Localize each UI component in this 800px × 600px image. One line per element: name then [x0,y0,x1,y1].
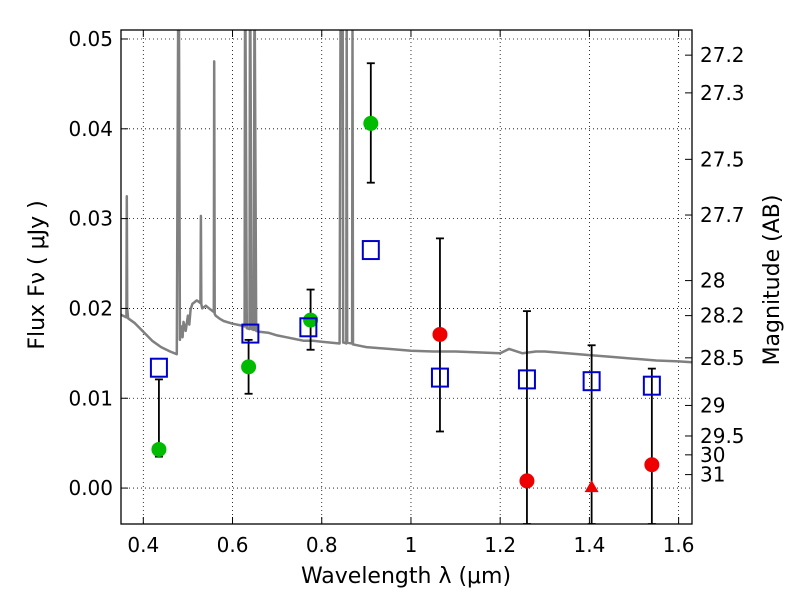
y2-tick-label: 28 [700,269,725,293]
x-tick-label: 1.6 [663,533,695,557]
model-flux-square [582,371,601,392]
y-tick-label: 0.01 [68,386,113,410]
y2-tick-label: 28.2 [700,304,745,328]
data-point [241,359,257,375]
x-tick-label: 1.4 [573,533,605,557]
y2-tick-label: 30 [700,443,725,467]
y2-tick-label: 27.5 [700,147,745,171]
upper-limit-marker [584,480,599,493]
x-tick-label: 0.6 [217,533,249,557]
y2-tick-label: 27.3 [700,81,745,105]
y2-tick-label: 27.2 [700,43,745,67]
data-point [363,115,379,131]
axes: 0.4 0.6 0.8 1 1.2 1.4 1.6 0.00 0.01 0.02 0.03 0.04 0… [68,27,744,557]
y2-tick-label: 29 [700,393,725,417]
y2-tick-label: 29.5 [700,424,745,448]
model-spectrum-line [121,30,692,364]
data-point [303,312,319,328]
model-flux-square [361,240,380,261]
y-tick-label: 0.02 [68,296,113,320]
plot-frame [120,29,693,525]
y-tick-label: 0.03 [68,207,113,231]
model-flux-square [149,357,168,378]
model-flux-square [642,375,661,396]
x-tick-label: 0.8 [306,533,338,557]
data-point [519,473,535,489]
model-flux-square [517,369,536,390]
x-axis-label: Wavelength λ (μm) [301,564,511,589]
y-tick-label: 0.04 [68,117,113,141]
data-point [432,326,448,342]
y-tick-label: 0.05 [68,27,113,51]
data-point [151,441,167,457]
y2-tick-label: 31 [700,463,725,487]
data-point [644,457,660,473]
model-flux-square [241,323,260,344]
plot-area [121,30,692,524]
y-axis-label: Flux Fν ( μJy ) [25,200,50,349]
x-tick-label: 0.4 [127,533,159,557]
y2-axis-label: Magnitude (AB) [760,195,785,366]
model-flux-square [430,367,449,388]
model-flux-square [299,317,318,338]
y-tick-label: 0.00 [68,476,113,500]
y2-tick-label: 28.5 [700,346,745,370]
x-tick-label: 1 [405,533,418,557]
x-tick-label: 1.2 [484,533,516,557]
y2-tick-label: 27.7 [700,203,745,227]
